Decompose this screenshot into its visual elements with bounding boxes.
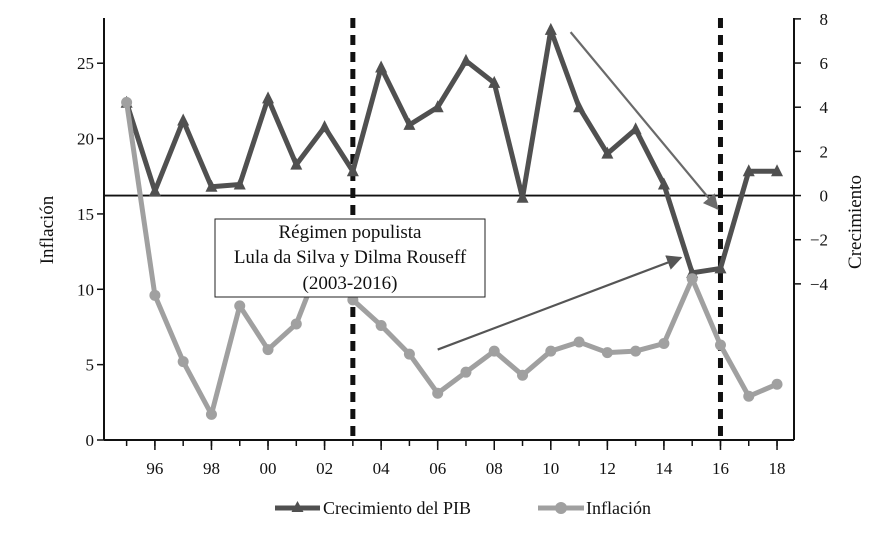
y-left-tick-label: 25 [77, 54, 94, 73]
crecimiento-point [516, 190, 529, 203]
trend-arrow [437, 255, 683, 351]
inflacion-point [771, 378, 783, 390]
y-right-tick-label: 8 [820, 10, 829, 29]
inflacion-point [205, 408, 217, 420]
x-tick-label: 08 [486, 459, 503, 478]
crecimiento-point [148, 184, 161, 197]
inflacion-point [432, 387, 444, 399]
series-group [120, 22, 784, 420]
inflacion-point [149, 289, 161, 301]
crecimiento-point [346, 164, 359, 177]
inflacion-point [601, 347, 613, 359]
inflacion-point [375, 319, 387, 331]
y-right-tick-label: −2 [810, 231, 828, 250]
y-right-tick-label: 2 [820, 142, 829, 161]
y-left-tick-label: 15 [77, 205, 94, 224]
legend-label-crecimiento: Crecimiento del PIB [323, 498, 471, 518]
x-tick-label: 96 [146, 459, 163, 478]
inflacion-point [573, 336, 585, 348]
annotation-line-3: (2003-2016) [303, 273, 398, 294]
inflacion-point [460, 366, 472, 378]
crecimiento-point [657, 177, 670, 190]
crecimiento-point [431, 100, 444, 113]
crecimiento-point [714, 261, 727, 274]
crecimiento-point [290, 157, 303, 170]
inflacion-point [743, 390, 755, 402]
crecimiento-point [488, 75, 501, 88]
crecimiento-point [233, 177, 246, 190]
x-tick-label: 12 [599, 459, 616, 478]
crecimiento-point [262, 91, 275, 104]
y-left-tick-label: 10 [77, 280, 94, 299]
legend-marker-crecimiento [291, 501, 304, 512]
y-left-tick-label: 20 [77, 130, 94, 149]
crecimiento-point [205, 179, 218, 192]
legend: Crecimiento del PIB Inflación [275, 498, 651, 518]
inflacion-point [545, 345, 557, 357]
inflacion-point [234, 300, 246, 312]
legend-label-inflacion: Inflación [586, 498, 651, 518]
x-tick-label: 14 [655, 459, 673, 478]
crecimiento-point [742, 164, 755, 177]
inflacion-point [177, 356, 189, 368]
y-right-axis-label: Crecimiento [845, 175, 866, 269]
inflacion-point [630, 345, 642, 357]
y-right-tick-label: −4 [810, 275, 829, 294]
crecimiento-point [544, 22, 557, 35]
y-right-tick-label: 0 [820, 187, 829, 206]
inflacion-point [121, 96, 133, 108]
y-left-tick-label: 5 [86, 356, 95, 375]
crecimiento-point [403, 117, 416, 130]
x-tick-label: 16 [712, 459, 729, 478]
y-right-tick-label: 4 [820, 98, 829, 117]
x-tick-label: 18 [769, 459, 786, 478]
annotation-line-1: Régimen populista [278, 222, 422, 243]
y-right-tick-label: 6 [820, 54, 829, 73]
inflacion-point [262, 344, 274, 356]
annotation-arrows [437, 31, 719, 351]
crecimiento-point [375, 60, 388, 73]
x-tick-label: 10 [542, 459, 559, 478]
crecimiento-point [629, 122, 642, 135]
inflacion-point [658, 338, 670, 350]
annotation-box-frame [214, 218, 486, 298]
crecimiento-point [601, 146, 614, 159]
crecimiento-point [177, 113, 190, 126]
legend-marker-inflacion [555, 502, 567, 514]
x-tick-label: 06 [429, 459, 446, 478]
inflacion-point [290, 318, 302, 330]
trend-arrow [569, 31, 719, 210]
annotation-line-2: Lula da Silva y Dilma Rouseff [234, 247, 467, 268]
inflacion-point [488, 345, 500, 357]
inflacion-point [714, 339, 726, 351]
x-tick-label: 00 [260, 459, 277, 478]
crecimiento-point [771, 164, 784, 177]
x-tick-label: 04 [373, 459, 391, 478]
crecimiento-point [573, 100, 586, 113]
series-line-inflacion [124, 102, 779, 417]
x-tick-label: 98 [203, 459, 220, 478]
y-left-tick-label: 0 [86, 431, 95, 450]
inflacion-point [686, 273, 698, 285]
inflacion-point [517, 369, 529, 381]
crecimiento-point [459, 53, 472, 66]
y-left-axis-label: Inflación [37, 195, 58, 264]
x-tick-label: 02 [316, 459, 333, 478]
inflacion-point [403, 348, 415, 360]
crecimiento-point [318, 120, 331, 133]
annotation-box: Régimen populista Lula da Silva y Dilma … [214, 218, 486, 298]
series-line-crecimiento [124, 27, 778, 276]
